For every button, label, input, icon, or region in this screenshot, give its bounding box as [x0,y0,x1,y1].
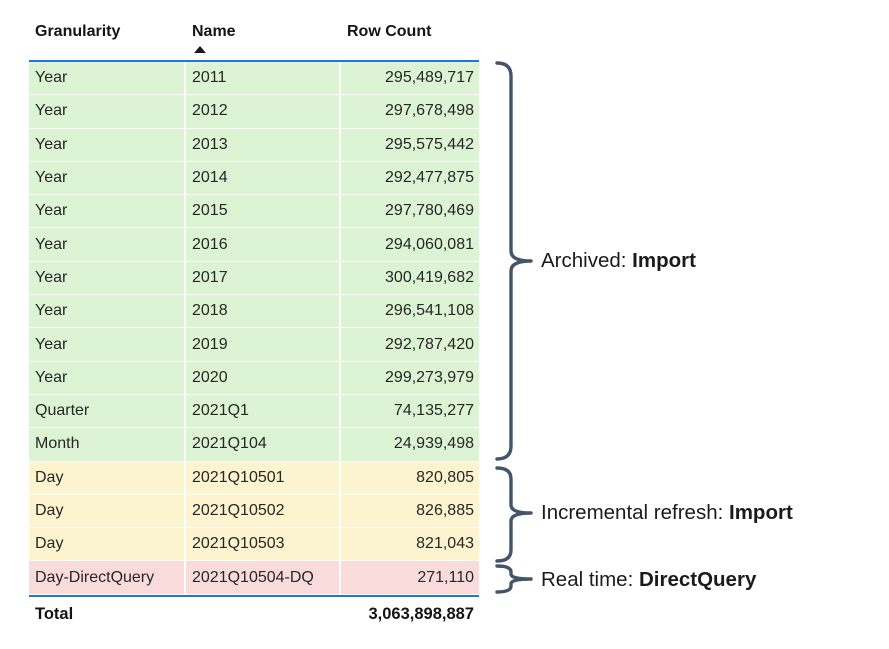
total-label: Total [35,604,74,623]
table-row[interactable]: Year 2018 296,541,108 [29,295,479,329]
cell-row-count: 295,575,442 [341,128,479,162]
cell-granularity: Quarter [29,394,186,429]
table-row[interactable]: Year 2014 292,477,875 [29,161,479,196]
cell-row-count: 74,135,277 [341,394,479,429]
brace-archived-icon [495,61,533,461]
cell-granularity: Month [29,428,186,462]
column-header-granularity[interactable]: Granularity [29,14,186,60]
cell-granularity: Day [29,461,186,495]
annotation-mode: DirectQuery [638,568,757,591]
cell-row-count: 297,780,469 [341,195,479,229]
cell-row-count: 297,678,498 [341,95,479,129]
cell-row-count: 300,419,682 [341,261,479,296]
cell-row-count: 24,939,498 [341,428,479,462]
table-row[interactable]: Year 2013 295,575,442 [29,128,479,162]
cell-granularity: Year [29,95,186,129]
cell-name: 2014 [186,161,341,196]
cell-name: 2012 [186,95,341,129]
table-row[interactable]: Year 2012 297,678,498 [29,95,479,129]
cell-granularity: Day [29,528,186,562]
cell-row-count: 292,477,875 [341,161,479,196]
cell-name: 2016 [186,228,341,262]
column-header-label: Granularity [35,23,121,40]
cell-row-count: 826,885 [341,494,479,529]
brace-incremental-icon [495,466,533,563]
table-row[interactable]: Year 2017 300,419,682 [29,261,479,296]
cell-row-count: 820,805 [341,461,479,495]
cell-granularity: Year [29,328,186,362]
cell-row-count: 295,489,717 [341,62,479,96]
brace-realtime-icon [495,564,533,594]
cell-row-count: 271,110 [341,561,479,595]
annotation-archived: Archived: Import [541,249,696,273]
cell-row-count: 294,060,081 [341,228,479,262]
cell-row-count: 821,043 [341,528,479,562]
header-divider-line [29,60,479,62]
table-row[interactable]: Year 2016 294,060,081 [29,228,479,262]
table-header: Granularity Name Row Count [29,14,479,60]
annotation-prefix: Archived: [541,249,633,272]
cell-name: 2021Q10503 [186,528,341,562]
table-body: Year 2011 295,489,717 Year 2012 297,678,498 Ye… [29,62,479,595]
cell-granularity: Year [29,295,186,329]
cell-name: 2013 [186,128,341,162]
cell-granularity: Year [29,195,186,229]
table-row[interactable]: Year 2019 292,787,420 [29,328,479,362]
cell-name: 2021Q10504-DQ [186,561,341,595]
table-row[interactable]: Year 2011 295,489,717 [29,62,479,96]
cell-name: 2021Q104 [186,428,341,462]
column-header-row-count[interactable]: Row Count [341,14,479,60]
table-row[interactable]: Month 2021Q104 24,939,498 [29,428,479,462]
cell-granularity: Year [29,161,186,196]
total-divider-line [29,594,479,597]
table-row[interactable]: Day-DirectQuery 2021Q10504-DQ 271,110 [29,561,479,595]
annotation-mode: Import [632,249,696,272]
cell-granularity: Year [29,62,186,96]
cell-granularity: Year [29,128,186,162]
cell-name: 2021Q10502 [186,494,341,529]
cell-granularity: Year [29,228,186,262]
column-header-label: Row Count [347,23,432,40]
cell-granularity: Day [29,494,186,529]
cell-granularity: Day-DirectQuery [29,561,186,595]
table-row[interactable]: Day 2021Q10501 820,805 [29,461,479,495]
table-row[interactable]: Year 2020 299,273,979 [29,361,479,395]
cell-name: 2018 [186,295,341,329]
cell-row-count: 296,541,108 [341,295,479,329]
table-row[interactable]: Year 2015 297,780,469 [29,195,479,229]
annotation-mode: Import [729,501,793,524]
cell-granularity: Year [29,361,186,395]
table-row[interactable]: Quarter 2021Q1 74,135,277 [29,394,479,429]
total-value: 3,063,898,887 [368,604,474,623]
total-row: Total 3,063,898,887 [29,597,479,632]
cell-row-count: 299,273,979 [341,361,479,395]
table-row[interactable]: Day 2021Q10503 821,043 [29,528,479,562]
cell-name: 2011 [186,62,341,96]
cell-row-count: 292,787,420 [341,328,479,362]
cell-name: 2015 [186,195,341,229]
cell-name: 2020 [186,361,341,395]
partition-table: Granularity Name Row Count Year 2011 295,4… [29,14,479,632]
annotation-prefix: Incremental refresh: [541,501,729,524]
cell-name: 2017 [186,261,341,296]
cell-name: 2021Q1 [186,394,341,429]
annotation-realtime: Real time: DirectQuery [541,568,756,592]
sort-ascending-icon [194,46,206,53]
annotation-prefix: Real time: [541,568,639,591]
column-header-label: Name [192,23,236,40]
table-row[interactable]: Day 2021Q10502 826,885 [29,494,479,529]
cell-name: 2019 [186,328,341,362]
column-header-name[interactable]: Name [186,14,341,60]
cell-granularity: Year [29,261,186,296]
annotation-incremental: Incremental refresh: Import [541,501,793,525]
cell-name: 2021Q10501 [186,461,341,495]
